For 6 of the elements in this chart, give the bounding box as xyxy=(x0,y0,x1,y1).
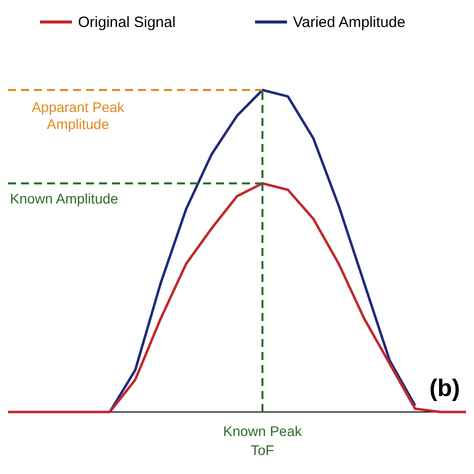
text: Known Peak ToF xyxy=(223,423,302,458)
ref-line-label: Apparant Peak Amplitude xyxy=(32,99,126,132)
ref-line-label: Known Amplitude xyxy=(10,190,118,206)
annotation: (b) xyxy=(429,375,460,402)
legend-label: Varied Amplitude xyxy=(293,14,406,31)
legend-label: Original Signal xyxy=(78,14,176,31)
